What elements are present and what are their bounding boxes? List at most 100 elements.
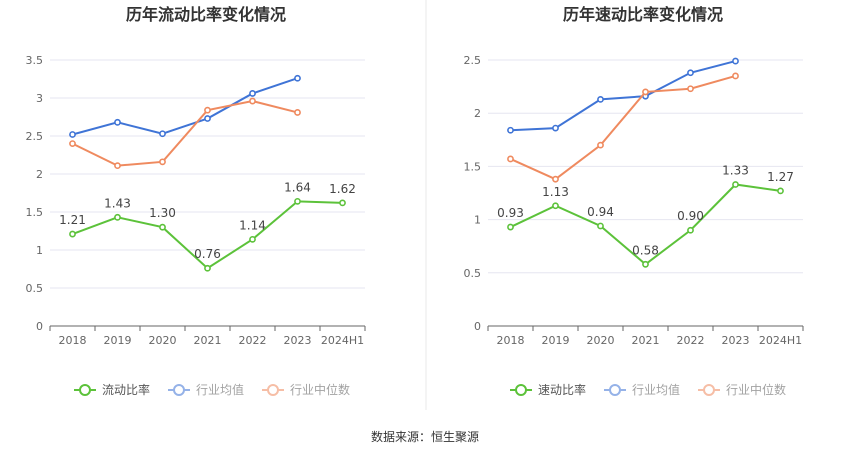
legend-item-avg: 行业均值 — [604, 382, 680, 397]
data-point-main — [294, 197, 301, 205]
y-tick-label: 1 — [36, 244, 43, 257]
data-point-median — [204, 106, 211, 114]
data-point-median — [642, 88, 649, 96]
x-tick-label: 2019 — [542, 334, 570, 347]
data-label: 0.94 — [587, 205, 614, 219]
data-point-avg — [159, 130, 166, 138]
y-tick-label: 2.5 — [26, 130, 44, 143]
data-label: 0.90 — [677, 209, 704, 223]
chart-title: 历年流动比率变化情况 — [126, 5, 286, 24]
legend-marker — [173, 384, 185, 396]
series-line-median — [72, 100, 298, 167]
y-tick-label: 2.5 — [464, 54, 482, 67]
data-point-main — [732, 181, 739, 188]
data-point-avg — [732, 57, 739, 65]
data-point-median — [507, 155, 514, 163]
legend-item-main: 速动比率 — [510, 382, 586, 397]
series-line-avg — [510, 60, 736, 132]
data-label: 1.30 — [149, 206, 176, 220]
y-tick-label: 0.5 — [26, 282, 44, 295]
legend-marker — [703, 384, 715, 396]
x-tick-label: 2018 — [497, 334, 525, 347]
data-point-avg — [597, 95, 604, 103]
legend-label: 流动比率 — [102, 382, 150, 397]
x-tick-label: 2020 — [587, 334, 615, 347]
y-tick-label: 3.5 — [26, 54, 44, 67]
data-point-main — [114, 213, 121, 221]
y-tick-label: 1 — [474, 214, 481, 227]
data-point-median — [69, 140, 76, 147]
data-point-avg — [294, 74, 301, 82]
data-label: 1.14 — [239, 218, 266, 232]
legend-marker — [79, 384, 91, 396]
y-tick-label: 0 — [36, 320, 43, 333]
data-point-avg — [507, 126, 514, 134]
data-point-median — [597, 141, 604, 149]
data-point-main — [159, 223, 166, 231]
data-point-main — [339, 199, 346, 207]
y-tick-label: 3 — [36, 92, 43, 105]
data-point-main — [204, 264, 211, 272]
data-point-main — [552, 202, 559, 210]
x-tick-label: 2024H1 — [321, 334, 364, 347]
data-point-main — [642, 260, 649, 268]
legend-label: 行业均值 — [632, 382, 680, 397]
data-label: 1.62 — [329, 182, 356, 196]
x-tick-label: 2023 — [284, 334, 312, 347]
data-label: 1.33 — [722, 163, 749, 177]
x-tick-label: 2019 — [104, 334, 132, 347]
data-label: 1.27 — [767, 170, 794, 184]
y-tick-label: 1.5 — [464, 160, 482, 173]
series-line-median — [510, 74, 736, 181]
y-tick-label: 2 — [474, 107, 481, 120]
legend-marker — [609, 384, 621, 396]
data-point-median — [552, 175, 559, 183]
x-tick-label: 2018 — [59, 334, 87, 347]
x-tick-label: 2022 — [677, 334, 705, 347]
data-point-avg — [552, 124, 559, 132]
series-line-avg — [72, 77, 298, 136]
chart-panel-1: 历年流动比率变化情况 0 0.5 1 1.5 2 2.5 3 3.5 2018 2019 2020 20… — [26, 5, 366, 397]
data-point-avg — [204, 115, 211, 122]
data-point-median — [687, 85, 694, 93]
legend-item-median: 行业中位数 — [262, 382, 350, 397]
x-tick-label: 2023 — [722, 334, 750, 347]
legend-label: 行业中位数 — [290, 382, 350, 397]
x-tick-label: 2024H1 — [759, 334, 802, 347]
data-label: 0.58 — [632, 243, 659, 257]
data-point-avg — [69, 131, 76, 138]
legend-item-avg: 行业均值 — [168, 382, 244, 397]
y-tick-label: 2 — [36, 168, 43, 181]
data-point-avg — [687, 69, 694, 77]
data-label: 0.93 — [497, 206, 524, 220]
x-tick-label: 2021 — [194, 334, 222, 347]
chart-panel-2: 历年速动比率变化情况 0 0.5 1 1.5 2 2.5 2018 2019 2020 2021 20… — [464, 5, 804, 397]
y-tick-label: 1.5 — [26, 206, 44, 219]
y-tick-label: 0.5 — [464, 267, 482, 280]
x-tick-label: 2022 — [239, 334, 267, 347]
data-point-avg — [249, 90, 256, 97]
x-tick-label: 2021 — [632, 334, 660, 347]
data-point-median — [159, 158, 166, 166]
data-point-main — [687, 226, 694, 234]
data-label: 1.13 — [542, 185, 569, 199]
data-point-main — [507, 223, 514, 231]
data-point-median — [249, 97, 256, 105]
legend-label: 行业均值 — [196, 382, 244, 397]
data-point-median — [732, 72, 739, 80]
legend-label: 速动比率 — [538, 382, 586, 397]
data-point-main — [777, 187, 784, 195]
data-point-avg — [114, 118, 121, 126]
data-label: 1.21 — [59, 213, 86, 227]
data-label: 1.64 — [284, 180, 311, 194]
data-source-note: 数据来源：恒生聚源 — [370, 430, 479, 444]
data-point-main — [69, 230, 76, 238]
legend-marker — [515, 384, 527, 396]
legend-label: 行业中位数 — [726, 382, 786, 397]
data-point-median — [294, 109, 301, 116]
legend-marker — [267, 384, 279, 396]
data-label: 0.76 — [194, 247, 221, 261]
data-point-main — [597, 222, 604, 230]
data-point-main — [249, 235, 256, 243]
